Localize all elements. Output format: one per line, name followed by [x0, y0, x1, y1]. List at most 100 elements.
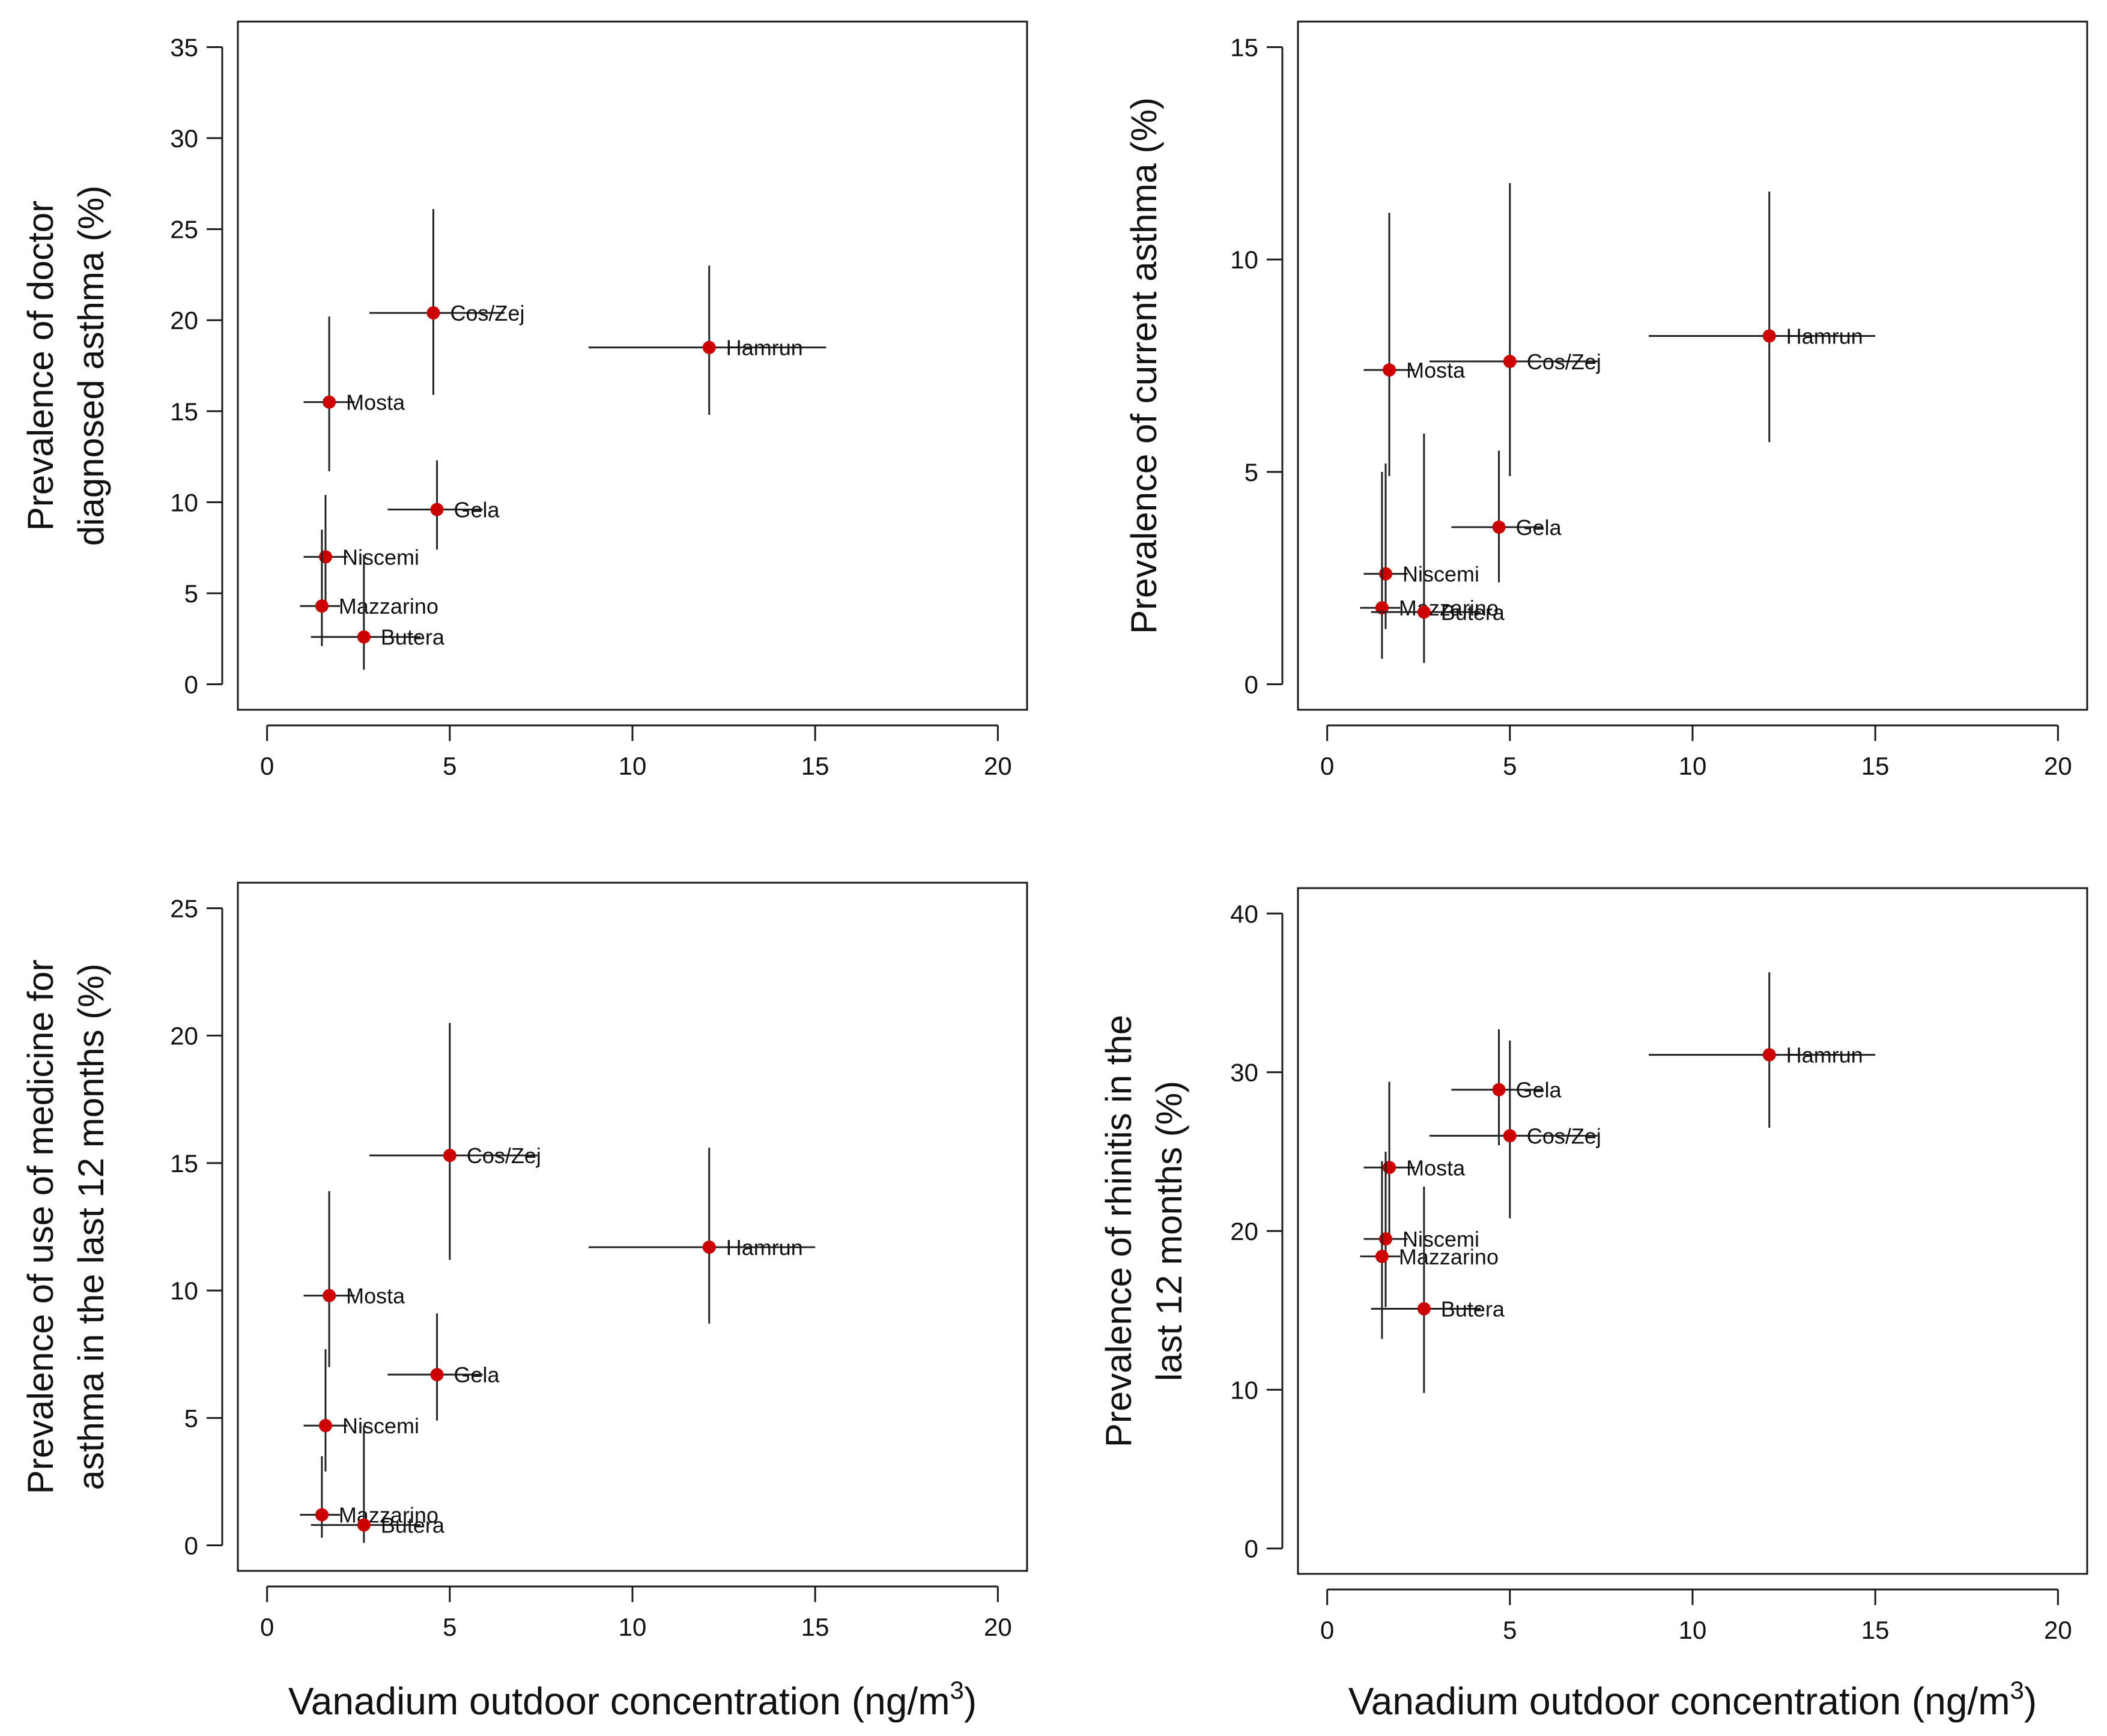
point-label: Niscemi — [1402, 1227, 1479, 1251]
data-point — [1492, 1083, 1506, 1096]
data-point — [1379, 567, 1392, 581]
data-point — [315, 1508, 329, 1522]
y-tick-label: 30 — [1230, 1059, 1258, 1087]
x-tick-label: 20 — [2044, 1616, 2072, 1644]
point-label: Hamrun — [726, 1235, 803, 1260]
plot-frame — [1297, 20, 2088, 711]
x-tick-label: 10 — [1679, 1616, 1707, 1644]
y-tick-label: 10 — [170, 488, 198, 516]
y-tick-label: 0 — [184, 671, 198, 699]
y-axis-label: Prevalence of current asthma (%) — [1124, 97, 1164, 634]
plot-frame — [237, 882, 1028, 1572]
data-point — [702, 340, 716, 354]
x-axis-label: Vanadium outdoor concentration (ng/m3) — [1348, 1676, 2037, 1723]
point-label: Cos/Zej — [1527, 1124, 1601, 1148]
y-tick-label: 30 — [170, 124, 198, 153]
y-tick-label: 5 — [1244, 458, 1258, 486]
point-label: Cos/Zej — [1527, 349, 1601, 374]
data-point — [430, 503, 444, 516]
y-tick-label: 20 — [1230, 1217, 1258, 1245]
x-tick-label: 20 — [984, 752, 1012, 780]
data-point — [443, 1149, 456, 1163]
x-axis-label: Vanadium outdoor concentration (ng/m3) — [288, 1676, 977, 1723]
data-point — [1417, 1302, 1431, 1316]
y-tick-label: 15 — [1230, 33, 1258, 61]
point-label: Butera — [1441, 1297, 1505, 1322]
y-axis-label: Prevalence of doctor diagnosed asthma (%) — [20, 186, 111, 546]
x-tick-label: 5 — [1503, 752, 1517, 780]
point-label: Butera — [1441, 600, 1505, 625]
y-axis-label: Prevalence of use of medicine for asthma … — [20, 960, 111, 1494]
y-axis-label: Prevalence of rhinitis in the last 12 mon… — [1099, 1015, 1189, 1447]
point-label: Gela — [454, 1362, 500, 1387]
data-point — [1503, 354, 1517, 368]
point-label: Mosta — [1406, 1155, 1466, 1180]
x-axis-label-close: ) — [964, 1680, 977, 1723]
y-tick-label: 5 — [184, 579, 198, 608]
y-tick-label: 10 — [170, 1277, 198, 1305]
y-axis-label-line: Prevalence of current asthma (%) — [1124, 97, 1164, 634]
data-point — [1383, 363, 1396, 377]
x-tick-label: 15 — [1861, 752, 1890, 780]
x-tick-label: 0 — [260, 1613, 274, 1641]
plot-frame — [237, 20, 1028, 711]
point-label: Cos/Zej — [467, 1143, 541, 1168]
y-tick-label: 10 — [1230, 246, 1258, 274]
point-label: Cos/Zej — [450, 301, 524, 325]
point-label: Gela — [1516, 515, 1562, 540]
x-tick-label: 15 — [801, 752, 829, 780]
x-tick-label: 5 — [443, 1613, 456, 1641]
y-tick-label: 20 — [170, 306, 198, 334]
point-label: Mosta — [346, 390, 405, 415]
data-point — [357, 630, 371, 644]
x-tick-label: 5 — [1503, 1616, 1517, 1644]
panel-doctor-diagnosed-asthma: 0 5 10 15 20 0 5 10 15 20 25 30 35 Prevalence of doct… — [20, 20, 1028, 780]
data-point — [702, 1240, 716, 1254]
y-axis-label-line: asthma in the last 12 months (%) — [71, 963, 111, 1490]
y-tick-label: 5 — [184, 1404, 198, 1432]
data-point — [1375, 601, 1389, 615]
data-point — [319, 1419, 332, 1433]
data-point — [1383, 1161, 1396, 1175]
y-tick-label: 40 — [1230, 900, 1258, 928]
y-tick-label: 35 — [170, 33, 198, 61]
y-axis-label-line: Prevalence of use of medicine for — [20, 960, 61, 1494]
x-tick-label: 0 — [1320, 1616, 1334, 1644]
point-label: Mazzarino — [339, 594, 438, 618]
y-tick-label: 25 — [170, 894, 198, 922]
panel-medicine-use: 0 5 10 15 20 0 5 10 15 20 25 Prevalence of use of m… — [20, 882, 1028, 1723]
point-label: Niscemi — [1402, 562, 1479, 587]
y-tick-label: 25 — [170, 216, 198, 244]
y-tick-label: 0 — [1244, 1535, 1258, 1563]
data-point — [430, 1368, 444, 1382]
point-label: Gela — [1516, 1078, 1562, 1102]
y-tick-label: 15 — [170, 1149, 198, 1178]
y-tick-label: 0 — [1244, 671, 1258, 699]
y-tick-label: 0 — [184, 1532, 198, 1560]
y-tick-label: 10 — [1230, 1376, 1258, 1404]
y-axis-label-line: diagnosed asthma (%) — [71, 186, 111, 546]
data-point — [319, 550, 332, 564]
point-label: Gela — [454, 498, 500, 522]
x-tick-label: 20 — [2044, 752, 2072, 780]
point-label: Mosta — [346, 1284, 405, 1308]
x-tick-label: 15 — [1861, 1616, 1890, 1644]
x-tick-label: 10 — [619, 752, 647, 780]
data-point — [1503, 1129, 1517, 1143]
data-point — [1492, 520, 1506, 534]
x-tick-label: 10 — [1679, 752, 1707, 780]
data-point — [357, 1518, 371, 1532]
y-axis-label-line: last 12 months (%) — [1149, 1081, 1189, 1381]
point-label: Niscemi — [342, 545, 419, 569]
data-point — [1762, 1048, 1776, 1062]
point-label: Butera — [381, 1513, 445, 1538]
point-label: Niscemi — [342, 1414, 419, 1438]
x-tick-label: 20 — [984, 1613, 1012, 1641]
point-label: Hamrun — [1786, 324, 1863, 348]
panel-rhinitis: 0 5 10 15 20 0 10 20 30 40 Prevalence of rhinitis … — [1099, 887, 2088, 1723]
point-label: Mazzarino — [339, 1503, 438, 1528]
data-point — [323, 1289, 336, 1302]
data-point — [1375, 1250, 1389, 1263]
data-point — [315, 599, 329, 613]
